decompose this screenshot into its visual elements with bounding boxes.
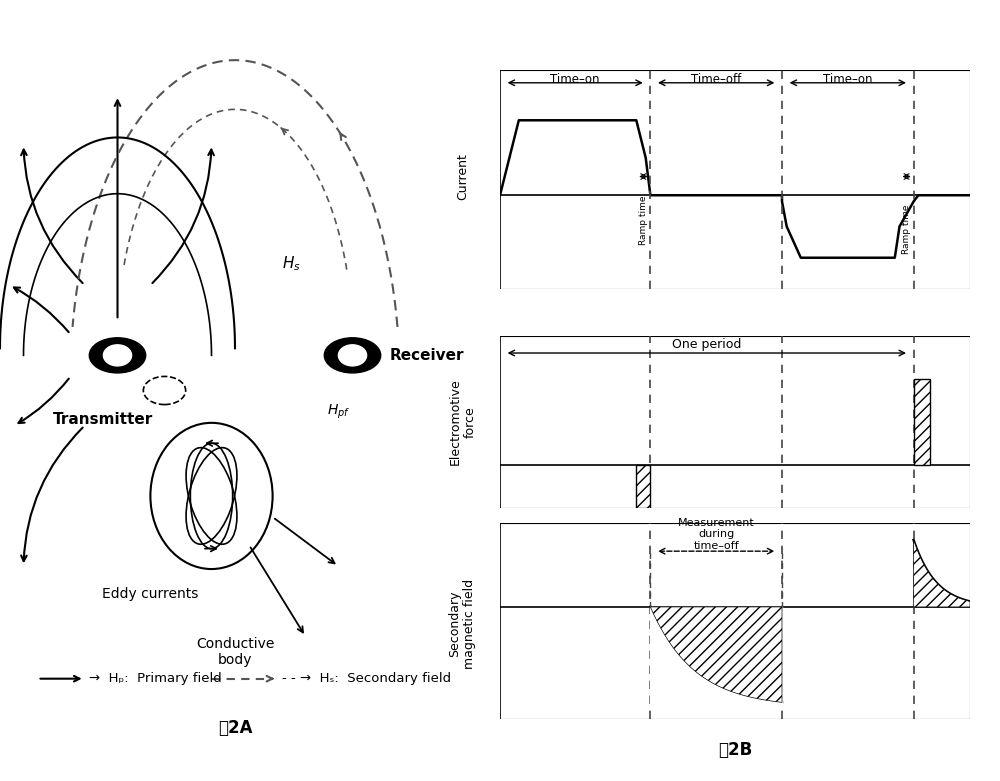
Text: Transmitter: Transmitter	[53, 412, 154, 426]
Text: Time–on: Time–on	[550, 73, 600, 86]
Text: $H_{pf}$: $H_{pf}$	[327, 402, 350, 421]
Ellipse shape	[89, 337, 146, 373]
Bar	[636, 465, 650, 508]
Text: →  Hₚ:  Primary field: → Hₚ: Primary field	[89, 672, 222, 685]
Text: 图2B: 图2B	[718, 740, 752, 759]
Ellipse shape	[103, 345, 132, 366]
Text: Time–off: Time–off	[691, 73, 741, 86]
Text: Ramp time: Ramp time	[902, 205, 911, 254]
Text: Eddy currents: Eddy currents	[102, 587, 199, 601]
Text: 图2A: 图2A	[218, 719, 252, 737]
Text: Electromotive
force: Electromotive force	[448, 378, 476, 465]
Text: Receiver: Receiver	[390, 348, 465, 363]
Text: Secondary
magnetic field: Secondary magnetic field	[448, 579, 476, 669]
Text: Current: Current	[456, 153, 469, 200]
Text: - - →  Hₛ:  Secondary field: - - → Hₛ: Secondary field	[282, 672, 451, 685]
Ellipse shape	[338, 345, 367, 366]
Text: Ramp time: Ramp time	[639, 195, 648, 244]
Text: Conductive
body: Conductive body	[196, 637, 274, 667]
Bar	[914, 379, 930, 465]
Text: $H_s$: $H_s$	[282, 255, 301, 273]
Text: One period: One period	[672, 338, 741, 351]
Ellipse shape	[324, 337, 381, 373]
Text: Measurement
during
time–off: Measurement during time–off	[678, 518, 755, 551]
Text: Time–on: Time–on	[823, 73, 873, 86]
